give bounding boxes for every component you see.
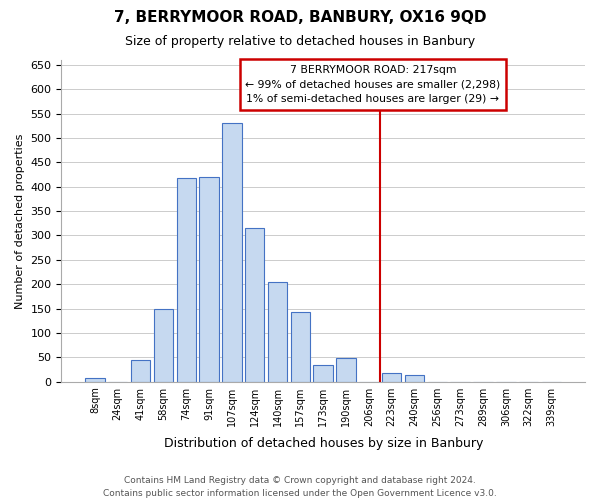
Bar	[382, 374, 401, 382]
Bar	[245, 228, 265, 382]
Bar	[268, 282, 287, 382]
Text: 7 BERRYMOOR ROAD: 217sqm
← 99% of detached houses are smaller (2,298)
1% of semi: 7 BERRYMOOR ROAD: 217sqm ← 99% of detach…	[245, 65, 500, 104]
Bar	[337, 358, 356, 382]
Bar	[154, 308, 173, 382]
Bar	[85, 378, 104, 382]
Text: 7, BERRYMOOR ROAD, BANBURY, OX16 9QD: 7, BERRYMOOR ROAD, BANBURY, OX16 9QD	[114, 10, 486, 25]
Bar	[313, 364, 333, 382]
Bar	[199, 177, 219, 382]
Bar	[290, 312, 310, 382]
Bar	[176, 178, 196, 382]
Text: Contains HM Land Registry data © Crown copyright and database right 2024.
Contai: Contains HM Land Registry data © Crown c…	[103, 476, 497, 498]
Y-axis label: Number of detached properties: Number of detached properties	[15, 133, 25, 308]
Text: Size of property relative to detached houses in Banbury: Size of property relative to detached ho…	[125, 35, 475, 48]
X-axis label: Distribution of detached houses by size in Banbury: Distribution of detached houses by size …	[164, 437, 483, 450]
Bar	[405, 375, 424, 382]
Bar	[222, 124, 242, 382]
Bar	[131, 360, 150, 382]
